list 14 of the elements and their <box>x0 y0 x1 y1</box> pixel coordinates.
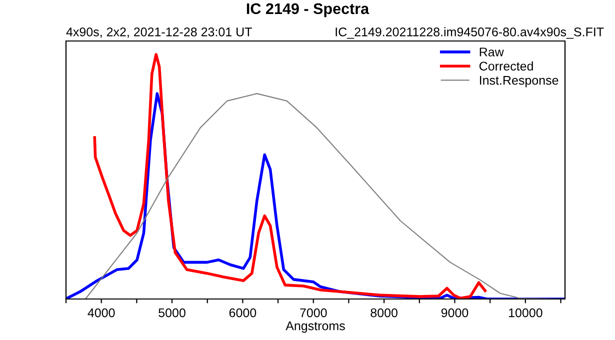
x-tick-label: 4000 <box>88 308 115 318</box>
legend-label: Raw <box>480 48 504 56</box>
chart-subtitle: 4x90s, 2x2, 2021-12-28 23:01 UT <box>66 28 252 38</box>
x-axis-title: Angstroms <box>286 322 345 333</box>
chart-title: IC 2149 - Spectra <box>246 3 370 18</box>
x-tick-label: 7000 <box>300 308 327 318</box>
text: IC_2149.20211228.im945076-80.av4x90s_S.FIT <box>336 27 604 39</box>
legend-label: Inst.Response <box>480 76 558 88</box>
x-tick-label: 10000 <box>508 308 542 318</box>
x-tick-label: 9000 <box>441 308 468 318</box>
x-tick-label: 5000 <box>158 308 186 318</box>
x-tick-label: 8000 <box>370 308 398 318</box>
legend-label: Corrected <box>479 61 533 71</box>
x-tick-label: 6000 <box>229 308 256 318</box>
